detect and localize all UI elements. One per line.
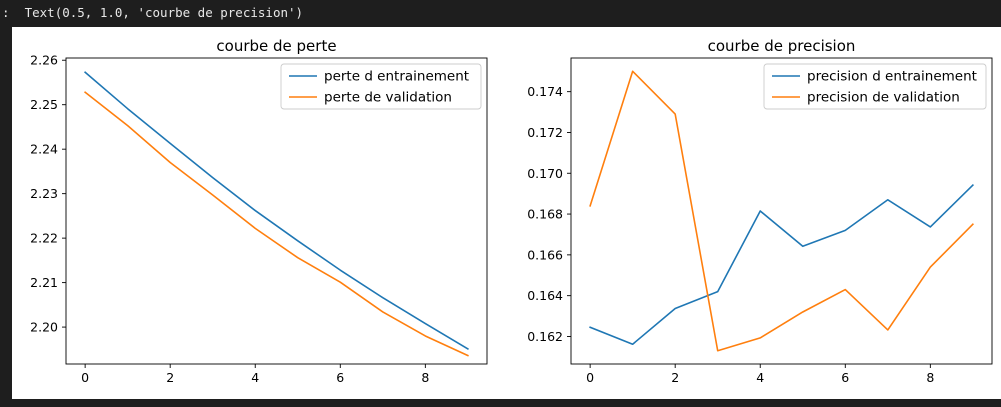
chart-title: courbe de precision — [708, 37, 856, 55]
y-tick-label: 2.25 — [30, 97, 58, 112]
x-tick-label: 2 — [671, 370, 679, 385]
output-prompt-marker: : — [2, 5, 10, 20]
x-tick-label: 0 — [586, 370, 594, 385]
y-tick-label: 2.23 — [30, 186, 58, 201]
y-tick-label: 0.164 — [527, 288, 563, 303]
y-tick-label: 0.174 — [527, 84, 563, 99]
series-line-1 — [84, 71, 469, 350]
legend-label-1: perte d entrainement — [324, 69, 469, 85]
precision-chart: courbe de precision 0 2 4 6 8 0.162 0.164 0.166 0… — [527, 37, 993, 385]
legend: perte d entrainement perte de validation — [280, 63, 482, 110]
output-repr-text: Text(0.5, 1.0, 'courbe de precision') — [24, 5, 304, 20]
y-tick-label: 0.162 — [527, 329, 563, 344]
legend-label-2: perte de validation — [324, 90, 452, 106]
y-tick-label: 2.24 — [30, 142, 58, 157]
legend-label-1: precision d entrainement — [807, 69, 977, 85]
x-tick-label: 2 — [166, 370, 174, 385]
y-tick-label: 0.170 — [527, 166, 563, 181]
legend-box — [763, 63, 987, 110]
x-tick-label: 8 — [926, 370, 934, 385]
figure-svg: courbe de perte 0 2 4 6 8 2.20 2.21 2.22 2.23 2.24… — [30, 37, 993, 385]
legend: precision d entrainement precision de val… — [763, 63, 987, 110]
y-tick-label: 0.168 — [527, 207, 563, 222]
x-tick-label: 6 — [841, 370, 849, 385]
x-tick-label: 4 — [756, 370, 764, 385]
y-tick-label: 2.20 — [30, 320, 58, 335]
y-tick-label: 0.166 — [527, 247, 563, 262]
y-tick-label: 0.172 — [527, 125, 563, 140]
x-tick-label: 8 — [421, 370, 429, 385]
series-line-2 — [84, 91, 469, 357]
figure-canvas: courbe de perte 0 2 4 6 8 2.20 2.21 2.22 2.23 2.24… — [12, 27, 1001, 399]
x-tick-label: 6 — [336, 370, 344, 385]
y-tick-label: 2.22 — [30, 231, 58, 246]
chart-title: courbe de perte — [216, 37, 336, 55]
y-tick-label: 2.21 — [30, 275, 58, 290]
x-tick-label: 4 — [251, 370, 259, 385]
x-tick-label: 0 — [81, 370, 89, 385]
loss-chart: courbe de perte 0 2 4 6 8 2.20 2.21 2.22 2.23 2.24… — [30, 37, 488, 385]
legend-box — [280, 63, 482, 110]
axes-frame — [65, 57, 488, 365]
y-tick-label: 2.26 — [30, 53, 58, 68]
series-line-2 — [589, 70, 974, 352]
legend-label-2: precision de validation — [807, 90, 960, 106]
series-line-1 — [589, 183, 974, 346]
cell-output-text: : Text(0.5, 1.0, 'courbe de precision') — [0, 0, 1001, 27]
axes-frame — [570, 57, 993, 365]
